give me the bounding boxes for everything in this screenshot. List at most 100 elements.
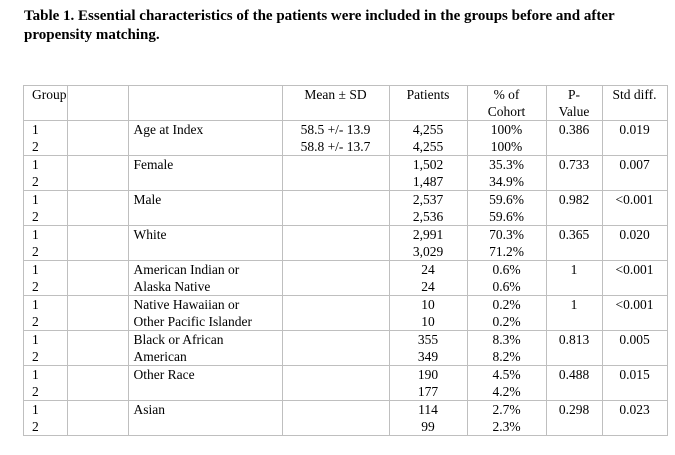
- patients-value: 3,029: [412, 244, 444, 259]
- percent-value: 8.3%: [492, 332, 521, 347]
- patients-value: 177: [417, 384, 439, 399]
- patients-cell: 10 10: [388, 295, 468, 331]
- header-group: Group: [23, 85, 68, 121]
- characteristic-cell: Black or African American: [127, 330, 283, 366]
- mean-sd-value: [283, 157, 388, 174]
- table-row: 1 2 White 2,991 3,029 70.3% 71.2% 0.365 0.020: [23, 225, 668, 261]
- characteristic-value: [134, 383, 282, 400]
- characteristic-value: Asian: [133, 402, 166, 417]
- stddiff-value: <0.001: [615, 192, 654, 207]
- percent-value: 0.6%: [492, 262, 521, 277]
- table-row: 1 2 Other Race 190 177 4.5% 4.2% 0.488 0.015: [23, 365, 668, 401]
- patients-value: 355: [417, 332, 439, 347]
- patients-cell: 114 99: [388, 400, 468, 436]
- stddiff-cell: <0.001: [601, 260, 668, 296]
- table-row: 1 2 Black or African American 355 349 8.3% 8.2%…: [23, 330, 668, 366]
- percent-value: 0.2%: [492, 314, 521, 329]
- characteristic-cell: Other Race: [127, 365, 283, 401]
- patients-value: 2,537: [412, 192, 444, 207]
- percent-value: 0.6%: [492, 279, 521, 294]
- mean-sd-value: [283, 402, 388, 419]
- percent-value: 100%: [490, 139, 523, 154]
- percent-cell: 2.7% 2.3%: [466, 400, 547, 436]
- percent-cell: 70.3% 71.2%: [466, 225, 547, 261]
- table-row: 1 2 Asian 114 99 2.7% 2.3% 0.298 0.023: [23, 400, 668, 436]
- patients-value: 349: [417, 349, 439, 364]
- characteristic-value: [134, 418, 282, 435]
- patients-value: 1,487: [412, 174, 444, 189]
- blank-cell: [66, 155, 129, 191]
- group-value: 2: [32, 314, 39, 329]
- group-value: 2: [32, 209, 39, 224]
- mean-sd-value: [283, 173, 388, 190]
- group-value: 2: [32, 419, 39, 434]
- percent-value: 8.2%: [492, 349, 521, 364]
- mean-sd-value: [283, 278, 388, 295]
- patients-cell: 2,991 3,029: [388, 225, 468, 261]
- mean-sd-value: 58.8 +/- 13.7: [300, 139, 371, 154]
- mean-sd-cell: [281, 155, 390, 191]
- header-percent-label-2: Cohort: [487, 104, 526, 119]
- header-percent-label-1: % of: [493, 87, 520, 102]
- characteristic-value: [134, 243, 282, 260]
- percent-value: 71.2%: [489, 244, 524, 259]
- percent-cell: 0.2% 0.2%: [466, 295, 547, 331]
- table-row: 1 2 Age at Index 58.5 +/- 13.9 58.8 +/- 13.7…: [23, 120, 668, 156]
- pvalue-value: 0.982: [558, 192, 590, 207]
- header-pvalue: P- Value: [545, 85, 603, 121]
- mean-sd-cell: [281, 190, 390, 226]
- patients-value: 190: [417, 367, 439, 382]
- table-caption: Table 1. Essential characteristics of th…: [24, 8, 615, 43]
- blank-cell: [66, 330, 129, 366]
- patients-value: 1,502: [412, 157, 444, 172]
- characteristic-value: [134, 173, 282, 190]
- mean-sd-cell: [281, 260, 390, 296]
- patients-value: 4,255: [412, 139, 444, 154]
- patients-cell: 24 24: [388, 260, 468, 296]
- characteristic-value: Other Pacific Islander: [133, 314, 252, 329]
- stddiff-cell: 0.023: [601, 400, 668, 436]
- patients-value: 10: [421, 314, 435, 329]
- group-value: 2: [32, 279, 39, 294]
- characteristic-value: [134, 138, 282, 155]
- percent-cell: 8.3% 8.2%: [466, 330, 547, 366]
- group-value: 1: [32, 157, 39, 172]
- group-value: 2: [32, 139, 39, 154]
- stddiff-value: 0.007: [619, 157, 650, 172]
- characteristics-table: Group Mean ± SD Patients % of Cohort P- Va…: [23, 85, 668, 436]
- patients-value: 10: [421, 297, 435, 312]
- characteristic-cell: American Indian or Alaska Native: [127, 260, 283, 296]
- pvalue-value: 0.733: [558, 157, 590, 172]
- mean-sd-value: [283, 313, 388, 330]
- patients-value: 24: [421, 262, 435, 277]
- pvalue-value: 0.386: [558, 122, 590, 137]
- percent-value: 34.9%: [489, 174, 524, 189]
- characteristic-cell: Female: [127, 155, 283, 191]
- table-body: Group Mean ± SD Patients % of Cohort P- Va…: [23, 85, 668, 436]
- characteristic-value: Male: [133, 192, 162, 207]
- table-row: 1 2 Male 2,537 2,536 59.6% 59.6% 0.982 <0.001: [23, 190, 668, 226]
- stddiff-value: 0.023: [619, 402, 650, 417]
- patients-value: 2,536: [412, 209, 444, 224]
- header-pvalue-label-1: P-: [567, 87, 580, 102]
- mean-sd-value: [283, 297, 388, 314]
- group-value: 2: [32, 349, 39, 364]
- header-mean: Mean ± SD: [281, 85, 390, 121]
- table-row: 1 2 American Indian or Alaska Native 24 24 0.6…: [23, 260, 668, 296]
- patients-cell: 1,502 1,487: [388, 155, 468, 191]
- stddiff-value: <0.001: [615, 297, 654, 312]
- mean-sd-value: [283, 243, 388, 260]
- percent-value: 4.2%: [492, 384, 521, 399]
- mean-sd-cell: [281, 295, 390, 331]
- stddiff-value: <0.001: [615, 262, 654, 277]
- header-row: Group Mean ± SD Patients % of Cohort P- Va…: [23, 85, 668, 121]
- blank-cell: [66, 400, 129, 436]
- blank-cell: [66, 365, 129, 401]
- percent-cell: 100% 100%: [466, 120, 547, 156]
- header-stddiff: Std diff.: [601, 85, 668, 121]
- pvalue-cell: 0.813: [545, 330, 603, 366]
